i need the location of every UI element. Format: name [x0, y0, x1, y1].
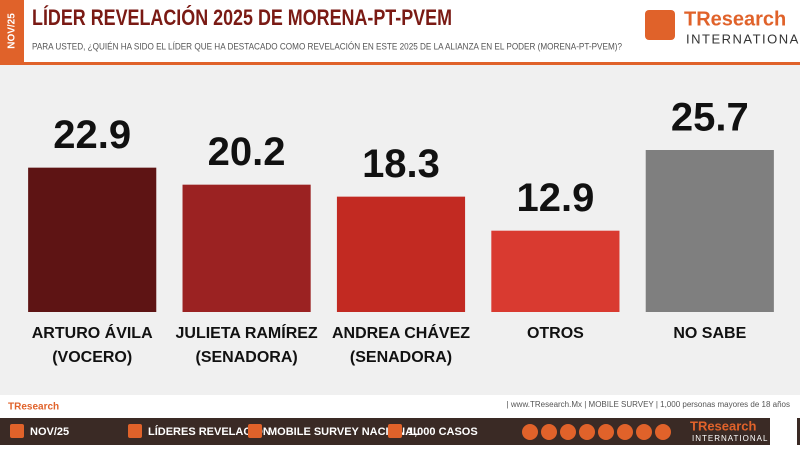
- social-icon: [617, 424, 633, 440]
- x-tick-label: OTROS: [527, 325, 584, 342]
- social-icon: [522, 424, 538, 440]
- social-icon: [636, 424, 652, 440]
- x-tick-label: (VOCERO): [52, 349, 132, 366]
- footer-icon: [128, 424, 142, 438]
- footer-item: MOBILE SURVEY NACIONAL: [268, 426, 420, 438]
- logo-sub: INTERNATIONAL: [686, 31, 800, 46]
- bar: [28, 167, 157, 312]
- social-icon: [655, 424, 671, 440]
- subtitle: PARA USTED, ¿QUIÉN HA SIDO EL LÍDER QUE …: [32, 41, 622, 51]
- x-tick-label: (SENADORA): [195, 349, 297, 366]
- logo-icon: [645, 10, 675, 40]
- value-label: 18.3: [362, 142, 440, 186]
- social-icon: [598, 424, 614, 440]
- value-label: 12.9: [516, 176, 594, 220]
- x-tick-label: ARTURO ÁVILA: [32, 323, 153, 342]
- value-label: 20.2: [208, 130, 286, 174]
- qr-code: [770, 418, 797, 445]
- footer-item: LÍDERES REVELACIÓN: [148, 425, 271, 438]
- footer-icon: [248, 424, 262, 438]
- x-tick-label: JULIETA RAMÍREZ: [175, 323, 317, 342]
- chart-title: LÍDER REVELACIÓN 2025 DE MORENA-PT-PVEM: [32, 5, 452, 30]
- social-icon: [579, 424, 595, 440]
- bar: [182, 184, 311, 312]
- value-label: 22.9: [53, 113, 131, 157]
- x-tick-label: ANDREA CHÁVEZ: [332, 323, 470, 342]
- bar: [491, 230, 620, 312]
- footer-item: NOV/25: [30, 426, 69, 438]
- value-label: 25.7: [671, 96, 749, 140]
- logo: TResearch: [684, 8, 786, 30]
- footer-note: | www.TResearch.Mx | MOBILE SURVEY | 1,0…: [507, 400, 790, 409]
- footer-item: 1,000 CASOS: [408, 426, 478, 438]
- footer-logo: TResearch: [690, 418, 757, 433]
- date-tab-text: NOV/25: [7, 13, 18, 49]
- social-icon: [560, 424, 576, 440]
- bar: [336, 196, 466, 312]
- x-tick-label: (SENADORA): [350, 349, 452, 366]
- footer-logo-top: TResearch: [8, 402, 59, 413]
- footer-logo-sub: INTERNATIONAL: [692, 434, 768, 443]
- date-tab: [0, 0, 24, 62]
- header-rule: [0, 62, 800, 65]
- footer-icon: [10, 424, 24, 438]
- x-tick-label: NO SABE: [673, 325, 746, 342]
- social-icon: [541, 424, 557, 440]
- bar: [645, 150, 774, 312]
- footer-icon: [388, 424, 402, 438]
